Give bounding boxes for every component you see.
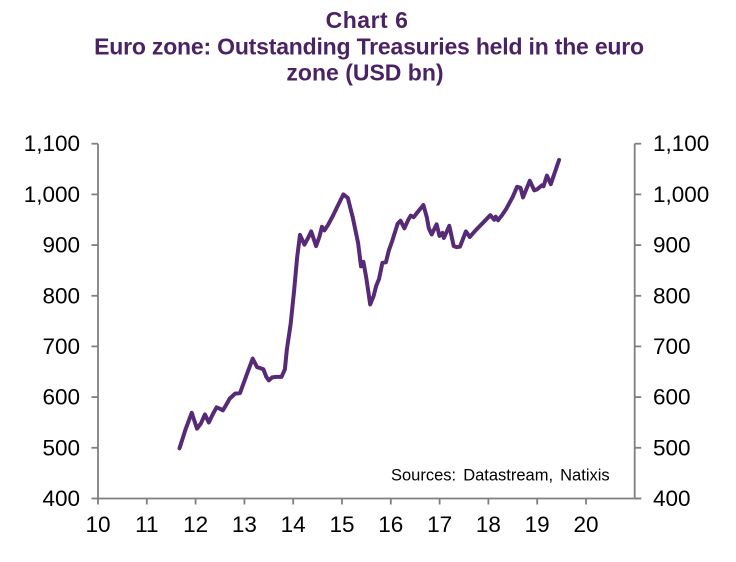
svg-text:19: 19 bbox=[525, 512, 550, 537]
svg-text:14: 14 bbox=[281, 512, 306, 537]
svg-text:900: 900 bbox=[653, 233, 691, 258]
svg-text:900: 900 bbox=[42, 233, 80, 258]
svg-text:800: 800 bbox=[42, 283, 80, 308]
svg-text:Sources: Datastream, Natixis: Sources: Datastream, Natixis bbox=[391, 466, 610, 484]
svg-text:12: 12 bbox=[183, 512, 208, 537]
svg-text:1,000: 1,000 bbox=[653, 182, 709, 207]
svg-text:15: 15 bbox=[329, 512, 354, 537]
svg-text:11: 11 bbox=[135, 512, 158, 537]
svg-text:Euro zone: Outstanding Treasur: Euro zone: Outstanding Treasuries held i… bbox=[94, 33, 644, 59]
svg-text:600: 600 bbox=[653, 385, 691, 410]
svg-text:17: 17 bbox=[427, 512, 452, 537]
svg-text:13: 13 bbox=[232, 512, 257, 537]
svg-text:1,100: 1,100 bbox=[653, 131, 709, 156]
svg-text:700: 700 bbox=[653, 334, 691, 359]
svg-text:400: 400 bbox=[42, 486, 80, 511]
svg-text:20: 20 bbox=[573, 512, 598, 537]
svg-text:10: 10 bbox=[85, 512, 110, 537]
svg-text:zone (USD bn): zone (USD bn) bbox=[286, 60, 443, 86]
svg-text:500: 500 bbox=[42, 435, 80, 460]
svg-text:18: 18 bbox=[476, 512, 501, 537]
svg-text:1,000: 1,000 bbox=[24, 182, 80, 207]
svg-text:1,100: 1,100 bbox=[24, 131, 80, 156]
svg-text:500: 500 bbox=[653, 435, 691, 460]
svg-text:Chart 6: Chart 6 bbox=[326, 7, 409, 33]
svg-text:16: 16 bbox=[378, 512, 403, 537]
svg-text:600: 600 bbox=[42, 385, 80, 410]
svg-text:700: 700 bbox=[42, 334, 80, 359]
svg-text:400: 400 bbox=[653, 486, 691, 511]
svg-text:800: 800 bbox=[653, 283, 691, 308]
